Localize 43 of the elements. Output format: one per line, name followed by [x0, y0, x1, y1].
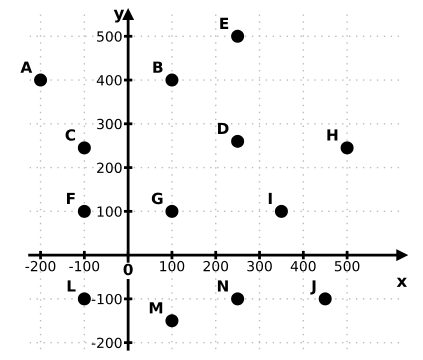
- annotation: M: [150, 302, 162, 314]
- y-tick-label: -200: [92, 338, 122, 348]
- point: [231, 134, 244, 148]
- annotation: D: [218, 122, 228, 134]
- annotation: F: [66, 192, 75, 204]
- annotation: J: [310, 280, 316, 295]
- point: [165, 204, 178, 218]
- y-tick-label: 200: [97, 162, 122, 174]
- point: [78, 204, 91, 218]
- annotation: L: [68, 280, 76, 292]
- y-tick-label: -100: [92, 294, 122, 304]
- x-tick-label: 400: [290, 260, 316, 272]
- point: [78, 292, 91, 306]
- point: [78, 141, 91, 154]
- x-tick-label: -100: [69, 260, 100, 272]
- x-tick-label: 100: [160, 260, 184, 272]
- x-tick-label: 0: [124, 264, 133, 276]
- annotation: H: [327, 129, 338, 141]
- y-tick-label: 100: [98, 206, 122, 217]
- x-tick-label: 300: [247, 260, 272, 272]
- annotation: B: [153, 62, 163, 73]
- point: [231, 30, 244, 43]
- annotation: N: [218, 280, 228, 292]
- point: [165, 314, 178, 328]
- point: [340, 141, 354, 154]
- y-tick-label: 300: [97, 118, 122, 130]
- x-tick-label: 200: [203, 260, 228, 272]
- x-tick-label: 500: [334, 260, 360, 272]
- annotation: G: [152, 192, 162, 204]
- point: [165, 74, 178, 87]
- annotation: E: [220, 18, 228, 29]
- point: [34, 74, 48, 87]
- annotation: A: [20, 62, 32, 73]
- y-tick-label: 500: [97, 31, 122, 42]
- x-tick-label: -200: [25, 260, 56, 272]
- y-tick-label: 400: [96, 75, 122, 86]
- annotation: I: [268, 192, 272, 204]
- point: [231, 292, 244, 306]
- x-axis-title: x: [396, 278, 407, 287]
- point: [318, 292, 332, 306]
- point: [274, 204, 288, 218]
- annotation: C: [66, 129, 76, 141]
- y-axis-title: y: [114, 10, 124, 22]
